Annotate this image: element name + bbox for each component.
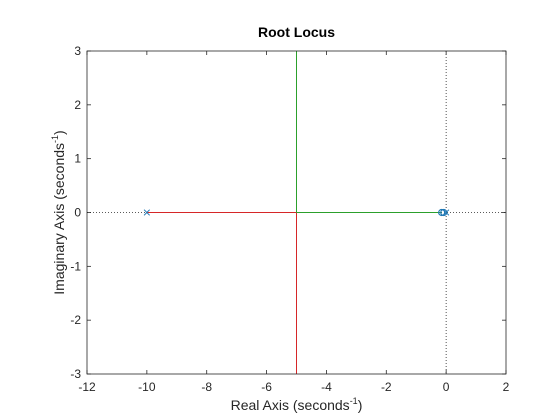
x-tick-label: -8 — [201, 380, 212, 394]
x-tick-label: -4 — [321, 380, 332, 394]
y-tick-label: -3 — [70, 367, 81, 381]
pole-zero-markers — [143, 208, 450, 217]
y-tick-label: 0 — [74, 206, 81, 220]
x-tick-label: -10 — [138, 380, 156, 394]
y-tick-label: -2 — [70, 313, 81, 327]
x-tick-label: -2 — [381, 380, 392, 394]
x-axis-label: Real Axis (seconds-1) — [231, 396, 363, 413]
locus-branches — [146, 51, 442, 374]
chart-title: Root Locus — [258, 24, 335, 40]
x-axis-ticks: -12 -10 -8 -6 -4 -2 0 2 — [78, 51, 510, 394]
y-axis-ticks: -3 -2 -1 0 1 2 3 — [70, 44, 506, 381]
x-axis-label-tail: ) — [358, 397, 363, 413]
x-axis-label-superscript: -1 — [350, 396, 358, 406]
zero-marker — [438, 208, 446, 217]
x-tick-label: -6 — [261, 380, 272, 394]
y-tick-label: -1 — [70, 259, 81, 273]
y-axis-label-superscript: -1 — [50, 135, 60, 143]
x-axis-label-text: Real Axis (seconds — [231, 397, 350, 413]
pole-marker — [143, 209, 151, 216]
y-tick-label: 2 — [74, 98, 81, 112]
y-axis-label-text: Imaginary Axis (seconds — [51, 143, 67, 295]
x-tick-label: 0 — [443, 380, 450, 394]
y-axis-label: Imaginary Axis (seconds-1) — [50, 130, 67, 294]
y-axis-label-tail: ) — [51, 130, 67, 135]
y-tick-label: 3 — [74, 44, 81, 58]
x-tick-label: 2 — [503, 380, 510, 394]
x-tick-label: -12 — [78, 380, 96, 394]
pole-marker — [442, 209, 450, 216]
y-tick-label: 1 — [74, 152, 81, 166]
